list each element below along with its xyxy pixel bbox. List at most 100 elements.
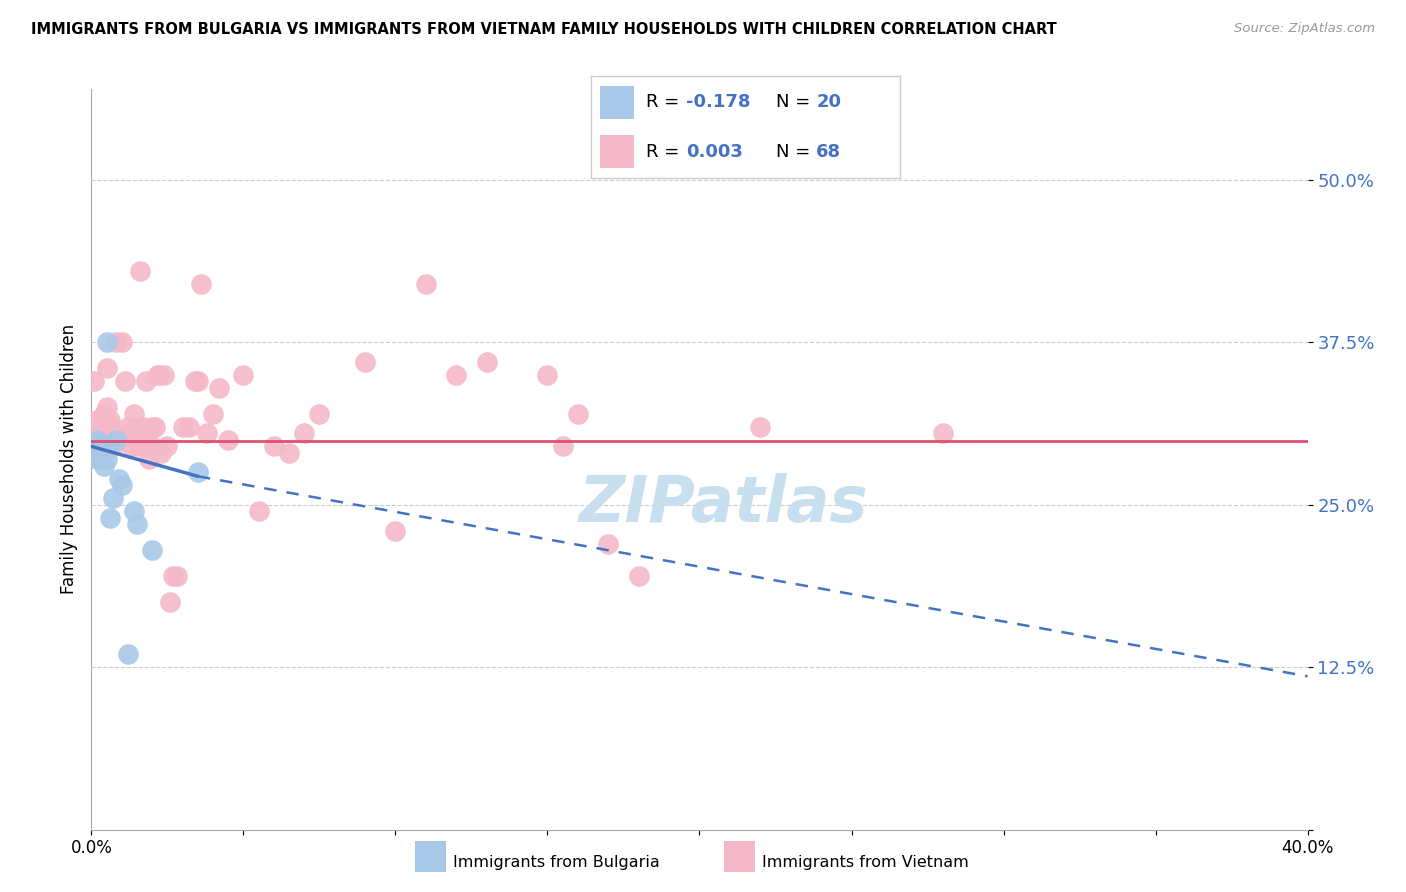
Point [96,361,118,376]
Point [184,375,207,389]
FancyBboxPatch shape [600,87,634,119]
Point [96,401,118,415]
Point [627,569,650,583]
Point [125,426,148,441]
Point [89,452,111,467]
Point [93,413,115,427]
Point [415,277,437,291]
Point [101,439,124,453]
Point [141,420,163,434]
Point [111,335,134,350]
Point [187,375,209,389]
Point [150,446,173,460]
Point [148,368,170,382]
Point [122,407,145,421]
Point [96,452,118,467]
Point [86,426,108,441]
Point [98,420,121,434]
Point [101,433,124,447]
Point [117,420,139,434]
Point [104,433,127,447]
Text: Immigrants from Bulgaria: Immigrants from Bulgaria [453,855,659,870]
Point [567,407,589,421]
Y-axis label: Family Households with Children: Family Households with Children [59,325,77,594]
Point [111,478,134,492]
Point [120,439,142,453]
Point [232,368,254,382]
Point [308,407,330,421]
Text: IMMIGRANTS FROM BULGARIA VS IMMIGRANTS FROM VIETNAM FAMILY HOUSEHOLDS WITH CHILD: IMMIGRANTS FROM BULGARIA VS IMMIGRANTS F… [31,22,1057,37]
Point [475,355,498,369]
Point [162,569,184,583]
Point [263,439,285,453]
Point [135,433,157,447]
Text: -0.178: -0.178 [686,94,751,112]
Point [89,446,111,460]
Point [141,543,163,558]
Point [190,277,212,291]
Point [89,439,111,453]
Point [93,439,115,453]
Point [114,375,136,389]
Point [86,413,108,427]
Point [122,504,145,518]
Point [93,439,115,453]
Text: N =: N = [776,143,815,161]
Point [156,439,179,453]
Point [125,439,148,453]
Point [107,472,129,486]
Point [120,426,142,441]
Point [135,375,157,389]
Point [384,524,406,538]
Point [117,647,139,661]
Point [86,452,108,467]
Point [132,420,155,434]
FancyBboxPatch shape [600,136,634,168]
Point [208,381,231,395]
Point [159,595,181,609]
Point [444,368,467,382]
Point [931,426,953,441]
Point [172,420,194,434]
Point [187,466,209,480]
Point [98,511,121,525]
Point [89,452,111,467]
Point [153,368,176,382]
Point [125,517,148,532]
Point [551,439,574,453]
Point [96,439,118,453]
Point [598,537,620,551]
Point [93,458,115,473]
Point [148,368,170,382]
Text: 0.003: 0.003 [686,143,744,161]
Point [83,375,105,389]
Point [89,433,111,447]
Text: R =: R = [647,94,685,112]
Point [104,335,127,350]
Point [129,264,152,278]
Text: N =: N = [776,94,815,112]
Point [177,420,200,434]
Text: ZIPatlas: ZIPatlas [579,473,869,535]
Point [138,452,160,467]
Text: Immigrants from Vietnam: Immigrants from Vietnam [762,855,969,870]
Point [96,335,118,350]
Point [202,407,225,421]
Point [278,446,301,460]
Point [292,426,315,441]
Point [217,433,239,447]
Point [536,368,558,382]
Point [749,420,772,434]
Point [86,433,108,447]
Point [143,420,166,434]
Point [93,407,115,421]
Point [354,355,377,369]
Text: R =: R = [647,143,685,161]
Point [98,413,121,427]
Point [83,439,105,453]
Point [195,426,218,441]
Text: 68: 68 [817,143,841,161]
Text: Source: ZipAtlas.com: Source: ZipAtlas.com [1234,22,1375,36]
Point [247,504,270,518]
Point [107,433,129,447]
